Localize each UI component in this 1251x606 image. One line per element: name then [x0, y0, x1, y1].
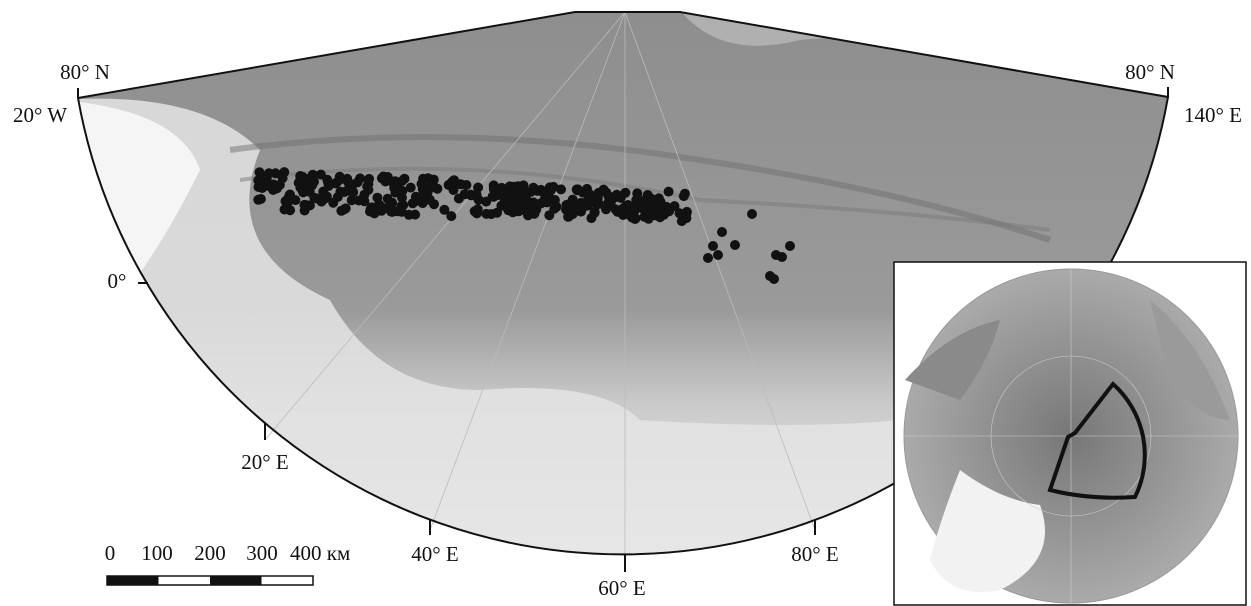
point	[747, 209, 757, 219]
point	[335, 187, 345, 197]
point	[264, 168, 274, 178]
point	[439, 205, 449, 215]
lon-label: 0°	[108, 269, 127, 293]
scale-bar: 0 100 200 300 400 км	[105, 541, 351, 585]
point	[454, 194, 464, 204]
point	[679, 191, 689, 201]
point	[572, 185, 582, 195]
point	[481, 209, 491, 219]
scale-label: 200	[194, 541, 226, 565]
point	[496, 201, 506, 211]
point	[472, 190, 482, 200]
point	[390, 188, 400, 198]
point	[268, 182, 278, 192]
lon-label: 20° W	[13, 103, 67, 127]
point	[253, 195, 263, 205]
point	[785, 241, 795, 251]
lon-label: 60° E	[598, 576, 645, 600]
point	[681, 210, 691, 220]
scale-label: 300	[246, 541, 278, 565]
point	[377, 173, 387, 183]
scale-label: 0	[105, 541, 116, 565]
point	[528, 183, 538, 193]
lon-label: 140° E	[1184, 103, 1242, 127]
point	[299, 200, 309, 210]
point	[549, 204, 559, 214]
point	[730, 240, 740, 250]
point	[473, 204, 483, 214]
point	[512, 199, 522, 209]
point	[564, 211, 574, 221]
point	[386, 207, 396, 217]
point	[298, 185, 308, 195]
lat-label: 80° N	[1125, 60, 1175, 84]
point	[367, 202, 377, 212]
point	[364, 174, 374, 184]
point	[253, 175, 263, 185]
point	[339, 205, 349, 215]
point	[590, 208, 600, 218]
point	[620, 188, 630, 198]
point	[601, 204, 611, 214]
point	[570, 203, 580, 213]
point	[328, 198, 338, 208]
scale-label: 100	[141, 541, 173, 565]
map: 80° N 80° N 20° W 140° E 0° 20° E 40° E …	[0, 0, 1251, 606]
point	[637, 196, 647, 206]
point	[612, 190, 622, 200]
lon-label: 80° E	[791, 542, 838, 566]
point	[531, 205, 541, 215]
point	[283, 194, 293, 204]
point	[584, 189, 594, 199]
point	[713, 250, 723, 260]
lon-label: 20° E	[241, 450, 288, 474]
lat-label: 80° N	[60, 60, 110, 84]
point	[599, 185, 609, 195]
point	[308, 170, 318, 180]
point	[446, 179, 456, 189]
point	[417, 179, 427, 189]
point	[323, 177, 333, 187]
point	[280, 205, 290, 215]
point	[430, 183, 440, 193]
point	[461, 180, 471, 190]
point	[582, 200, 592, 210]
point	[335, 172, 345, 182]
point	[397, 207, 407, 217]
scale-label: 400 км	[290, 541, 350, 565]
point	[664, 187, 674, 197]
point	[307, 180, 317, 190]
point	[429, 199, 439, 209]
point	[363, 185, 373, 195]
point	[548, 182, 558, 192]
point	[317, 197, 327, 207]
point	[521, 194, 531, 204]
point	[670, 201, 680, 211]
point	[618, 204, 628, 214]
point	[777, 252, 787, 262]
point	[511, 185, 521, 195]
point	[488, 192, 498, 202]
inset-map	[894, 262, 1246, 605]
point	[629, 205, 639, 215]
point	[652, 208, 662, 218]
point	[377, 206, 387, 216]
point	[278, 173, 288, 183]
point	[708, 241, 718, 251]
point	[656, 197, 666, 207]
point	[769, 274, 779, 284]
point	[717, 227, 727, 237]
lon-label: 40° E	[411, 542, 458, 566]
point	[703, 253, 713, 263]
point	[540, 195, 550, 205]
